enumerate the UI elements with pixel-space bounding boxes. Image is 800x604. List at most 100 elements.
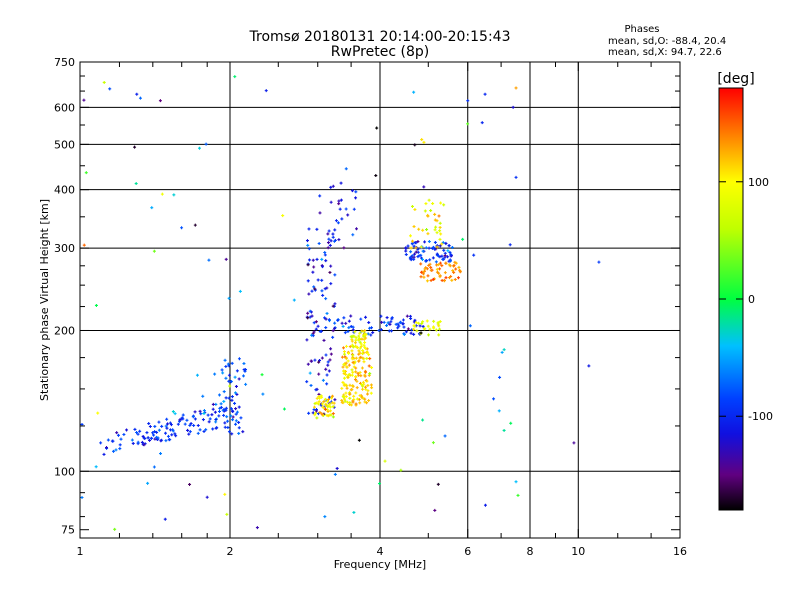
phase-point — [350, 337, 354, 341]
phase-point — [188, 482, 192, 486]
phase-point — [331, 335, 335, 339]
phase-point — [147, 422, 151, 426]
phase-point — [352, 510, 356, 514]
phase-point — [365, 379, 369, 383]
phase-point — [349, 324, 353, 328]
phase-point — [364, 315, 368, 319]
phase-point — [380, 320, 384, 324]
phase-point — [198, 409, 202, 413]
phase-point — [425, 279, 429, 283]
phase-point — [343, 331, 347, 335]
phase-point — [351, 233, 355, 237]
phase-point — [237, 357, 241, 361]
phase-point — [221, 371, 225, 375]
phase-point — [354, 402, 358, 406]
phase-point — [306, 263, 310, 267]
phase-point — [351, 400, 355, 404]
phase-point — [366, 389, 370, 393]
phase-point — [310, 289, 314, 293]
plot-gridlines — [80, 62, 680, 538]
phase-point — [237, 377, 241, 381]
phase-point — [153, 430, 157, 434]
phase-point — [165, 417, 169, 421]
phase-point — [433, 218, 437, 222]
phase-point — [211, 427, 215, 431]
phase-point — [396, 326, 400, 330]
phase-point — [331, 329, 335, 333]
phase-point — [409, 250, 413, 254]
phase-point — [329, 185, 333, 189]
phase-point — [218, 406, 222, 410]
x-tick-label: 4 — [377, 545, 384, 558]
phase-point — [314, 409, 318, 413]
phase-point — [402, 325, 406, 329]
phase-point — [413, 318, 417, 322]
x-tick-label: 1 — [77, 545, 84, 558]
phase-point — [317, 394, 321, 398]
phase-point — [427, 263, 431, 267]
phase-point — [468, 324, 472, 328]
phase-point — [223, 421, 227, 425]
phase-point — [82, 98, 86, 102]
phase-point — [429, 209, 433, 213]
phase-point — [410, 239, 414, 243]
phase-point — [342, 350, 346, 354]
phase-point — [370, 366, 374, 370]
phase-point — [354, 344, 358, 348]
phase-point — [404, 246, 408, 250]
phase-point — [320, 289, 324, 293]
phase-point — [514, 175, 518, 179]
phase-point — [204, 142, 208, 146]
phase-point — [160, 192, 164, 196]
phase-point — [156, 436, 160, 440]
phase-point — [389, 329, 393, 333]
phase-point — [229, 407, 233, 411]
phase-point — [306, 316, 310, 320]
phase-point — [361, 352, 365, 356]
phase-point — [220, 368, 224, 372]
phase-point — [350, 335, 354, 339]
phase-point — [202, 429, 206, 433]
phase-point — [435, 270, 439, 274]
phase-point — [355, 397, 359, 401]
phase-point — [323, 407, 327, 411]
phase-point — [402, 332, 406, 336]
phase-point — [421, 418, 425, 422]
phase-point — [325, 373, 329, 377]
x-tick-label: 6 — [464, 545, 471, 558]
phase-point — [508, 243, 512, 247]
phase-point — [164, 424, 168, 428]
phase-point — [406, 327, 410, 331]
phase-point — [130, 438, 134, 442]
phase-point — [361, 356, 365, 360]
phase-point — [350, 388, 354, 392]
phase-point — [204, 428, 208, 432]
y-tick-label: 100 — [54, 465, 75, 478]
phase-stats-header: Phases — [624, 24, 659, 35]
phase-point — [422, 275, 426, 279]
phase-point — [423, 267, 427, 271]
phase-point — [323, 287, 327, 291]
phase-point — [502, 348, 506, 352]
phase-point — [502, 428, 506, 432]
phase-point — [444, 276, 448, 280]
phase-point — [434, 328, 438, 332]
phase-point — [342, 362, 346, 366]
phase-point — [195, 373, 199, 377]
phase-point — [349, 403, 353, 407]
y-tick-label: 750 — [54, 56, 75, 69]
phase-point — [337, 202, 341, 206]
phase-point — [440, 242, 444, 246]
phase-point — [342, 316, 346, 320]
phase-point — [363, 397, 367, 401]
phase-point — [230, 398, 234, 402]
phase-point — [178, 418, 182, 422]
phase-point — [238, 289, 242, 293]
phase-point — [363, 400, 367, 404]
phase-point — [352, 394, 356, 398]
phase-point — [325, 382, 329, 386]
phase-point — [233, 75, 237, 79]
phase-point — [211, 407, 215, 411]
phase-point — [325, 311, 329, 315]
